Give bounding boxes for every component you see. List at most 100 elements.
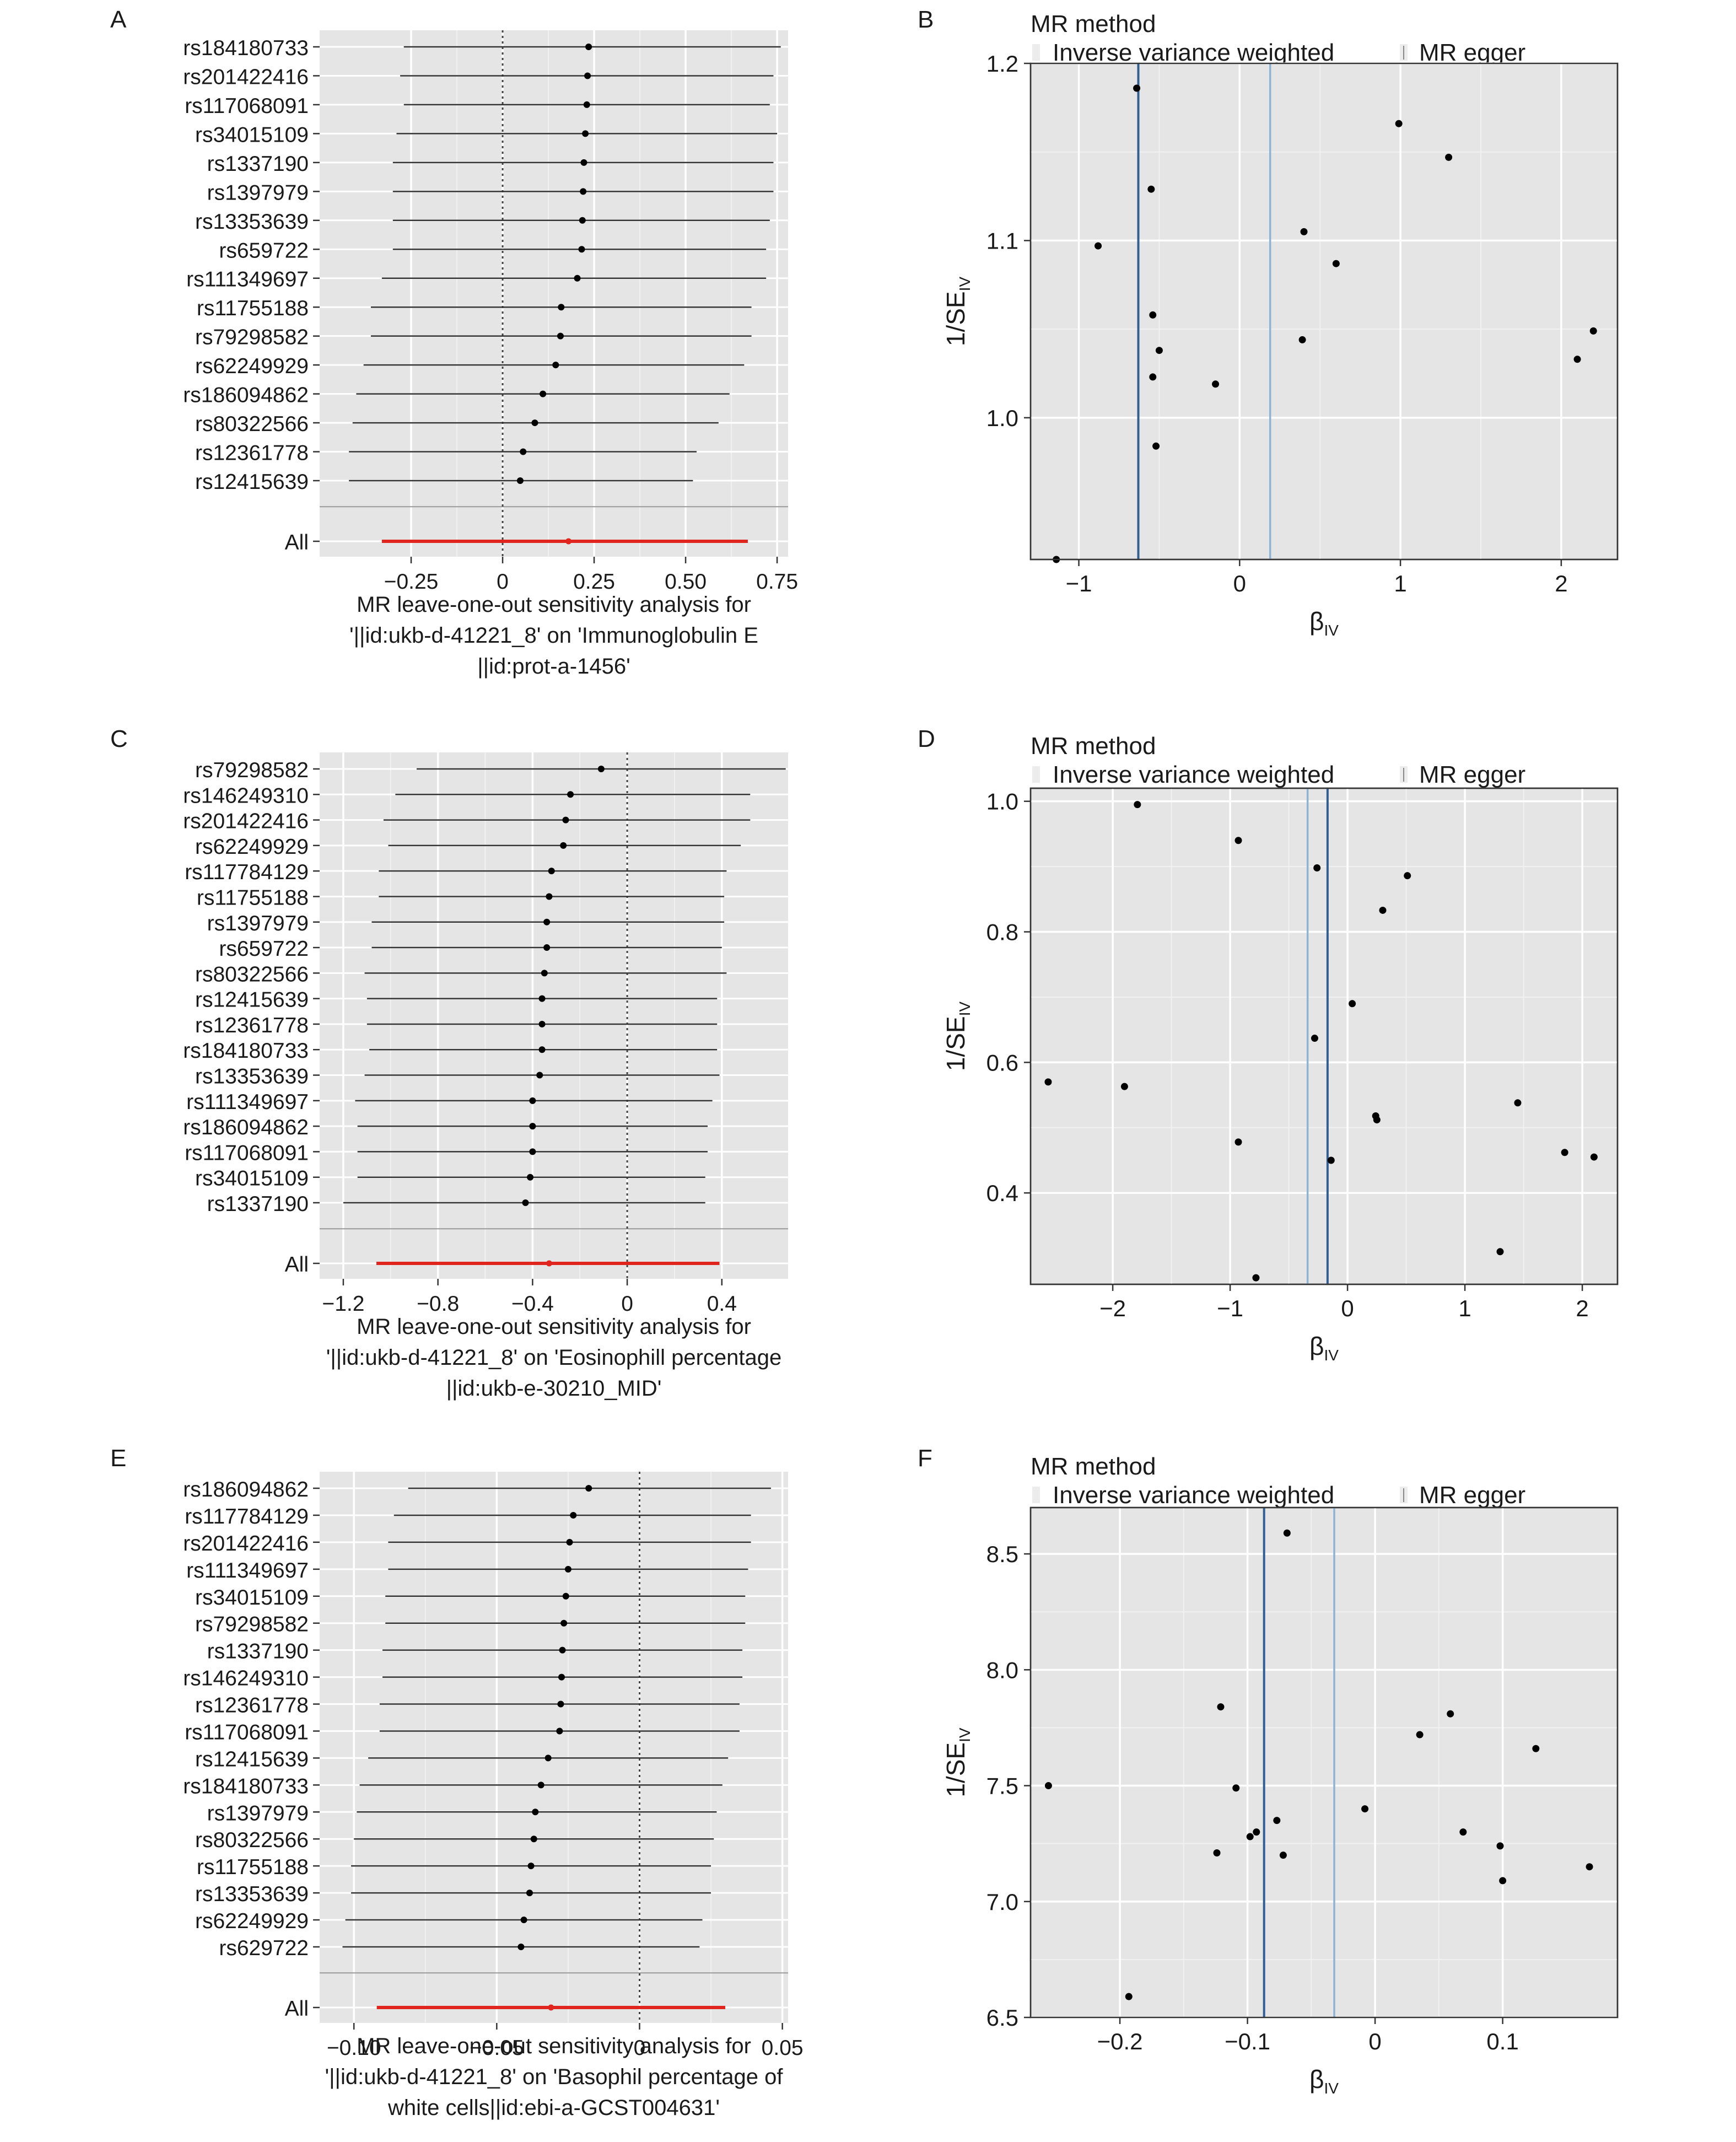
overall-estimate xyxy=(548,2004,554,2011)
x-axis-caption: MR leave-one-out sensitivity analysis fo… xyxy=(357,1315,751,1339)
snp-label: rs80322566 xyxy=(195,412,309,436)
x-tick-label: 0 xyxy=(497,570,509,594)
y-tick-label: 1.0 xyxy=(986,789,1018,815)
data-point xyxy=(1232,1784,1240,1792)
x-axis-caption: MR leave-one-out sensitivity analysis fo… xyxy=(357,2034,751,2058)
snp-label: rs12361778 xyxy=(195,1014,309,1037)
point-estimate xyxy=(597,766,605,772)
x-tick-label: 0 xyxy=(634,2036,646,2060)
x-tick-label: 0.25 xyxy=(573,570,615,594)
x-tick-label: 0.4 xyxy=(707,1292,737,1316)
x-tick-label: −0.2 xyxy=(1097,2028,1143,2054)
data-point xyxy=(1279,1852,1287,1859)
snp-label: rs629722 xyxy=(219,1936,309,1960)
y-tick-label: 1.1 xyxy=(986,228,1018,254)
plot-background xyxy=(1029,787,1619,1285)
x-axis-caption: '||id:ukb-d-41221_8' on 'Eosinophill per… xyxy=(326,1346,781,1370)
point-estimate xyxy=(536,1072,543,1079)
panel-letter: F xyxy=(918,1445,932,1472)
snp-label: rs12361778 xyxy=(195,442,309,465)
overall-label: All xyxy=(285,531,309,555)
x-tick-label: −0.1 xyxy=(1225,2028,1270,2054)
point-estimate xyxy=(566,1538,573,1546)
y-tick-label: 7.5 xyxy=(986,1773,1018,1799)
x-tick-label: −0.4 xyxy=(511,1292,554,1316)
point-estimate xyxy=(540,390,547,397)
snp-label: rs111349697 xyxy=(186,268,309,292)
x-tick-label: 0 xyxy=(1341,1295,1354,1321)
plot-border xyxy=(1029,62,1619,561)
point-estimate xyxy=(584,72,591,79)
snp-label: rs1397979 xyxy=(207,181,309,204)
y-tick-label: 0.6 xyxy=(986,1050,1018,1075)
overall-label: All xyxy=(285,1997,309,2021)
snp-label: rs79298582 xyxy=(195,758,309,782)
x-axis-label-sub: IV xyxy=(1324,1347,1339,1364)
x-tick-label: 0 xyxy=(621,1292,633,1316)
point-estimate xyxy=(522,1199,529,1206)
legend-title: MR method xyxy=(1031,10,1156,37)
snp-label: rs186094862 xyxy=(183,1478,309,1501)
point-estimate xyxy=(579,217,586,224)
snp-label: rs659722 xyxy=(219,239,309,262)
point-estimate xyxy=(557,332,564,340)
snp-label: rs12415639 xyxy=(195,1747,309,1771)
x-axis-caption: MR leave-one-out sensitivity analysis fo… xyxy=(357,593,751,617)
point-estimate xyxy=(543,918,551,925)
x-tick-label: −0.10 xyxy=(327,2036,381,2060)
snp-label: rs117068091 xyxy=(185,1141,309,1165)
point-estimate xyxy=(567,791,574,798)
panel-letter: D xyxy=(918,725,935,752)
data-point xyxy=(1234,837,1242,844)
data-point xyxy=(1499,1877,1507,1885)
point-estimate xyxy=(560,1619,568,1627)
point-estimate xyxy=(531,419,538,427)
legend-label-ivw: Inverse variance weighted xyxy=(1053,1482,1334,1509)
x-tick-label: −1 xyxy=(1066,571,1092,596)
snp-label: rs117784129 xyxy=(185,1505,309,1529)
data-point xyxy=(1298,336,1306,343)
point-estimate xyxy=(583,101,590,108)
legend-title: MR method xyxy=(1031,1453,1156,1480)
point-estimate xyxy=(541,970,548,977)
x-axis-label-main: β xyxy=(1309,607,1324,636)
plot-background xyxy=(1029,62,1619,561)
point-estimate xyxy=(527,1174,534,1181)
data-point xyxy=(1120,1083,1128,1090)
point-estimate xyxy=(562,1592,569,1600)
data-point xyxy=(1283,1529,1291,1537)
plot-background xyxy=(320,752,788,1279)
plot-background xyxy=(320,30,788,557)
data-point xyxy=(1252,1274,1260,1282)
data-point xyxy=(1590,1153,1598,1161)
snp-label: rs146249310 xyxy=(183,784,309,808)
data-point xyxy=(1234,1138,1242,1146)
snp-label: rs201422416 xyxy=(183,810,309,833)
point-estimate xyxy=(538,1020,546,1027)
point-estimate xyxy=(548,868,555,875)
overall-estimate xyxy=(546,1260,552,1267)
data-point xyxy=(1134,801,1141,809)
point-estimate xyxy=(529,1148,536,1155)
y-tick-label: 7.0 xyxy=(986,1889,1018,1915)
point-estimate xyxy=(552,362,559,369)
snp-label: rs186094862 xyxy=(183,1116,309,1139)
data-point xyxy=(1589,327,1597,335)
panel-letter: E xyxy=(110,1445,126,1472)
data-point xyxy=(1514,1099,1522,1107)
data-point xyxy=(1395,120,1403,127)
point-estimate xyxy=(562,816,569,824)
snp-label: rs184180733 xyxy=(183,1039,309,1063)
data-point xyxy=(1313,864,1321,871)
x-tick-label: −1 xyxy=(1217,1295,1243,1321)
legend-label-ivw: Inverse variance weighted xyxy=(1053,761,1334,788)
snp-label: rs79298582 xyxy=(195,326,309,349)
point-estimate xyxy=(538,995,546,1002)
point-estimate xyxy=(517,1944,525,1950)
x-axis-caption: ||id:ukb-e-30210_MID' xyxy=(446,1376,662,1401)
point-estimate xyxy=(537,1782,544,1789)
y-axis-label-sub: IV xyxy=(956,277,973,292)
point-estimate xyxy=(526,1890,533,1897)
